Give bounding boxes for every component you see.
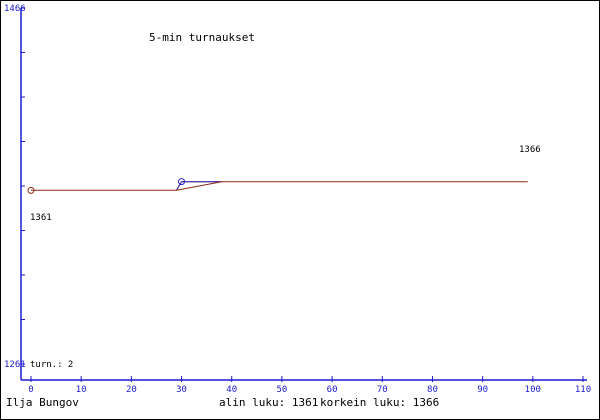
marker-1: [27, 186, 35, 194]
series-line-3: [176, 181, 222, 191]
chart-title: 5-min turnaukset: [149, 31, 255, 44]
x-tick-label: 40: [226, 385, 237, 395]
y-min-label: 1261: [4, 360, 26, 370]
x-tick-label: 100: [525, 385, 541, 395]
x-tick-label: 10: [76, 385, 87, 395]
x-tick-label: 110: [575, 385, 591, 395]
series-line-2: [176, 181, 222, 191]
marker-2: [178, 178, 186, 186]
start-value-label: 1361: [30, 213, 52, 223]
x-tick-label: 20: [126, 385, 137, 395]
series-line-1: [31, 181, 528, 191]
x-tick-label: 70: [377, 385, 388, 395]
player-name: Ilja Bungov: [6, 396, 79, 409]
x-tick-label: 90: [477, 385, 488, 395]
y-max-label: 1466: [4, 4, 26, 14]
highest-rating: korkein luku: 1366: [320, 396, 440, 409]
turn-count-label: turn.: 2: [30, 360, 73, 370]
end-value-label: 1366: [519, 145, 541, 155]
x-tick-label: 30: [176, 385, 187, 395]
lowest-rating: alin luku: 1361: [219, 396, 319, 409]
x-tick-label: 80: [427, 385, 438, 395]
x-tick-label: 50: [276, 385, 287, 395]
x-tick-label: 0: [28, 385, 33, 395]
x-tick-label: 60: [327, 385, 338, 395]
